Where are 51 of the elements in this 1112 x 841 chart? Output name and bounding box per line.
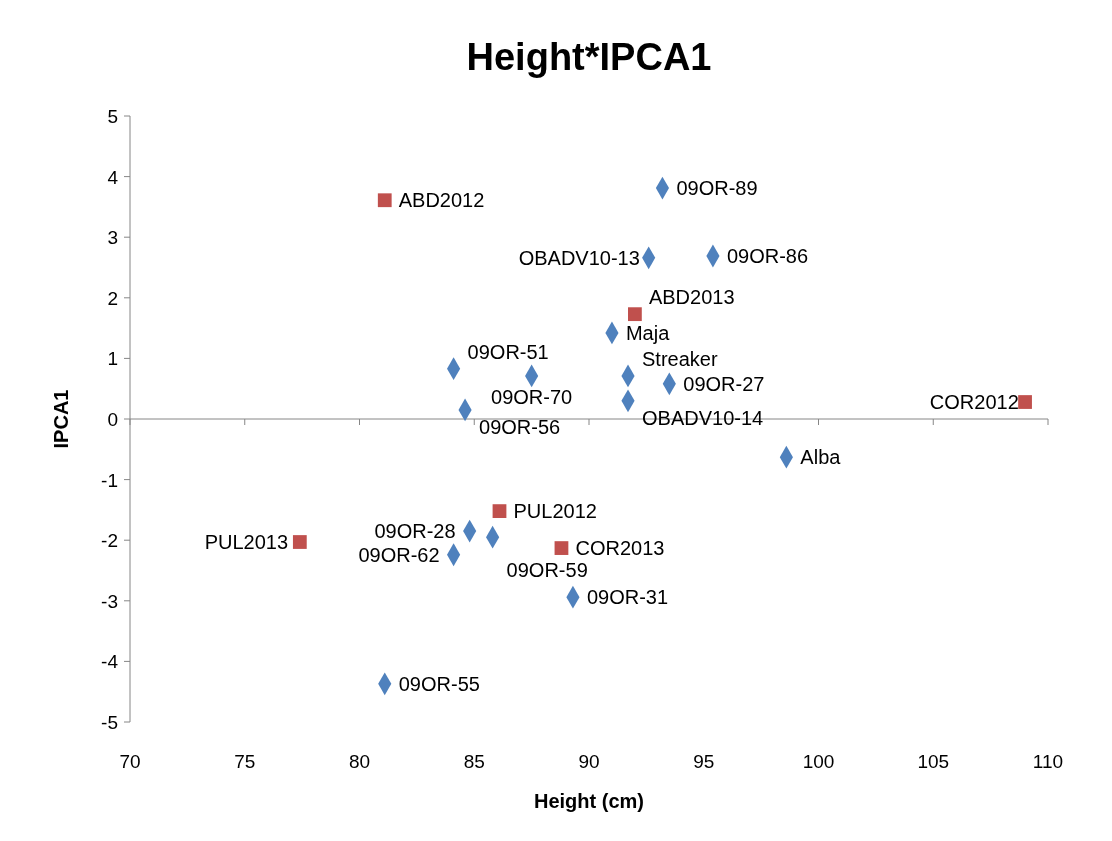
annotation: ABD2012 bbox=[398, 189, 485, 212]
annotation: 09OR-59 bbox=[506, 559, 588, 582]
annotation: COR2012 bbox=[929, 391, 1019, 414]
point bbox=[292, 535, 307, 549]
annotation: 09OR-51 bbox=[467, 340, 549, 363]
x-tick-label: 70 bbox=[119, 751, 141, 772]
annotation: PUL2012 bbox=[513, 500, 597, 523]
annotation: 09OR-56 bbox=[479, 415, 561, 438]
y-axis-title: IPCA1 bbox=[50, 389, 72, 449]
annotation: PUL2013 bbox=[204, 531, 289, 554]
y-tick-label: 1 bbox=[107, 348, 118, 370]
y-tick-label: 5 bbox=[107, 106, 118, 127]
annotation: COR2013 bbox=[575, 537, 665, 560]
x-tick-label: 85 bbox=[463, 751, 485, 772]
x-tick-label: 110 bbox=[1032, 751, 1064, 772]
x-tick-label: 90 bbox=[578, 751, 600, 772]
x-tick-label: 95 bbox=[693, 751, 715, 772]
y-tick-label: -4 bbox=[101, 651, 119, 673]
annotation: Streaker bbox=[642, 347, 718, 370]
annotation: 09OR-27 bbox=[683, 372, 765, 395]
annotation: Maja bbox=[625, 321, 671, 344]
x-tick-label: 105 bbox=[917, 751, 950, 772]
y-tick-label: 2 bbox=[107, 287, 118, 309]
annotation: Alba bbox=[800, 446, 842, 469]
annotation: 09OR-28 bbox=[374, 520, 456, 543]
point bbox=[554, 541, 569, 555]
annotation: 09OR-62 bbox=[358, 543, 440, 566]
y-tick-label: -2 bbox=[101, 530, 118, 552]
annotation: 09OR-86 bbox=[726, 244, 809, 267]
annotation: 09OR-31 bbox=[586, 586, 669, 609]
annotation: 09OR-89 bbox=[676, 177, 758, 200]
x-tick-label: 100 bbox=[802, 751, 835, 772]
y-tick-label: -3 bbox=[101, 590, 118, 612]
y-tick-label: 0 bbox=[107, 409, 118, 430]
x-tick-label: 80 bbox=[348, 751, 371, 772]
point bbox=[377, 193, 392, 208]
point bbox=[1018, 395, 1032, 409]
x-axis-title: Height (cm) bbox=[534, 790, 644, 812]
annotation: ABD2013 bbox=[648, 286, 735, 309]
annotation: OBADV10-13 bbox=[518, 246, 640, 269]
annotation: 09OR-70 bbox=[491, 385, 573, 408]
y-tick-label: 4 bbox=[107, 166, 119, 188]
point bbox=[628, 307, 642, 322]
y-tick-label: -1 bbox=[101, 469, 118, 491]
y-tick-label: -5 bbox=[101, 712, 118, 733]
x-tick-label: 75 bbox=[234, 751, 256, 772]
annotation: OBADV10-14 bbox=[642, 406, 764, 429]
chart-title: Height*IPCA1 bbox=[466, 36, 712, 78]
annotation: 09OR-55 bbox=[398, 672, 480, 695]
y-tick-label: 3 bbox=[107, 227, 118, 249]
point bbox=[492, 504, 507, 518]
